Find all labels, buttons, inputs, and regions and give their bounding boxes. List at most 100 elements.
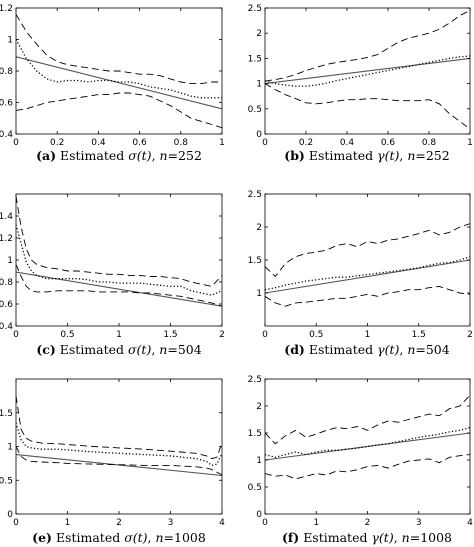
plot-frame <box>15 193 223 327</box>
plot-frame <box>264 7 471 135</box>
x-tick-label: 0.6 <box>381 138 396 148</box>
panel-a: 0 0.2 0.4 0.6 0.8 1 0.4 0.6 0.8 1 1.2 (a) Estimated… <box>0 4 225 163</box>
x-tick-label: 2 <box>467 330 473 340</box>
true-curve-line <box>16 271 222 307</box>
confidence-band-line <box>16 395 222 460</box>
y-tick-label: 0.5 <box>248 105 262 115</box>
caption-n: n <box>402 530 410 545</box>
caption-n: n <box>159 342 167 357</box>
caption-sample-size: =504 <box>167 342 201 357</box>
plot-frame <box>15 378 223 515</box>
caption-label: (e) <box>32 530 52 545</box>
y-tick-label: 2 <box>256 402 262 412</box>
x-tick-label: 0 <box>262 518 268 528</box>
caption-function: σ(t) <box>128 342 151 357</box>
x-tick-label: 2 <box>365 518 371 528</box>
y-tick-label: 2.5 <box>248 375 262 385</box>
caption-label: (b) <box>284 148 305 163</box>
caption-label: (f) <box>282 530 299 545</box>
caption-n: n <box>155 530 163 545</box>
caption-function: γ(t) <box>377 148 399 163</box>
estimate-curve-line <box>16 422 222 467</box>
caption-label: (c) <box>36 342 55 357</box>
y-tick-label: 0 <box>7 510 13 520</box>
caption-separator: , <box>399 148 407 163</box>
caption-sample-size: =504 <box>415 342 449 357</box>
caption-separator: , <box>152 148 160 163</box>
caption-separator: , <box>399 342 407 357</box>
y-tick-label: 1.4 <box>0 212 13 222</box>
caption-function: γ(t) <box>377 342 399 357</box>
caption-prefix: Estimated <box>60 148 128 163</box>
panel-b: 0 0.2 0.4 0.6 0.8 1 0 0.5 1 1.5 2 2.5 (b) Estimated … <box>248 4 473 163</box>
y-tick-label: 1 <box>256 289 262 299</box>
y-tick-label: 1.5 <box>248 256 262 266</box>
y-tick-label: 2.5 <box>248 190 262 200</box>
y-tick-label: 1 <box>256 80 262 90</box>
confidence-band-line <box>16 14 222 85</box>
series-group <box>265 394 470 480</box>
caption-n: n <box>407 148 415 163</box>
x-tick-label: 3 <box>416 518 422 528</box>
true-curve-line <box>265 259 470 294</box>
true-curve-line <box>16 56 222 110</box>
panel-caption: (d) Estimated γ(t), n=504 <box>284 342 449 357</box>
confidence-band-line <box>265 394 470 445</box>
y-tick-label: 1.5 <box>0 409 13 419</box>
x-tick-label: 1 <box>365 330 371 340</box>
y-tick-label: 1.2 <box>0 234 13 244</box>
panel-e: 0 1 2 3 4 0 0.5 1 1.5 (e) Estimated σ(t), n=1008 <box>0 378 225 545</box>
x-tick-label: 0.5 <box>60 330 74 340</box>
estimate-curve-line <box>16 39 222 99</box>
panel-caption: (c) Estimated σ(t), n=504 <box>36 342 201 357</box>
caption-function: γ(t) <box>371 530 393 545</box>
confidence-band-line <box>16 92 222 129</box>
x-tick-label: 4 <box>467 518 473 528</box>
x-tick-label: 0.8 <box>422 138 437 148</box>
panel-c: 0 0.5 1 1.5 2 0.4 0.6 0.8 1 1.2 1.4 (c) Estimated σ… <box>0 193 225 357</box>
y-tick-label: 0.8 <box>0 67 13 77</box>
y-tick-label: 1.5 <box>248 54 262 64</box>
y-tick-label: 0.8 <box>0 278 13 288</box>
y-tick-label: 0.6 <box>0 99 13 109</box>
series-group <box>16 14 222 129</box>
confidence-band-line <box>16 196 222 287</box>
x-tick-label: 0 <box>13 518 19 528</box>
caption-separator: , <box>394 530 402 545</box>
panel-f: 0 1 2 3 4 0 0.5 1 1.5 2 2.5 (f) Estimated γ(t), n=1… <box>248 375 473 545</box>
x-tick-label: 2 <box>219 330 225 340</box>
estimate-curve-line <box>265 426 470 458</box>
x-tick-label: 1 <box>65 518 71 528</box>
confidence-band-line <box>16 446 222 476</box>
y-tick-label: 1.5 <box>248 429 262 439</box>
y-tick-label: 0.4 <box>0 130 13 140</box>
caption-label: (d) <box>284 342 305 357</box>
caption-sample-size: =1008 <box>164 530 206 545</box>
caption-sample-size: =1008 <box>410 530 452 545</box>
x-tick-label: 0.8 <box>174 138 189 148</box>
y-tick-label: 1 <box>7 443 13 453</box>
x-tick-label: 0.2 <box>299 138 313 148</box>
x-tick-label: 1.5 <box>412 330 426 340</box>
x-tick-label: 0 <box>13 138 19 148</box>
y-tick-label: 1 <box>7 256 13 266</box>
x-tick-label: 0.6 <box>132 138 147 148</box>
y-tick-label: 2 <box>256 29 262 39</box>
caption-sample-size: =252 <box>168 148 202 163</box>
series-group <box>16 196 222 307</box>
caption-function: σ(t) <box>128 148 151 163</box>
estimate-curve-line <box>265 256 470 291</box>
x-tick-label: 0.5 <box>309 330 323 340</box>
caption-function: σ(t) <box>124 530 147 545</box>
x-tick-label: 2 <box>116 518 122 528</box>
confidence-band-line <box>265 10 470 82</box>
confidence-band-line <box>265 454 470 480</box>
estimate-curve-line <box>16 224 222 296</box>
panel-caption: (f) Estimated γ(t), n=1008 <box>282 530 452 545</box>
y-tick-label: 1 <box>7 36 13 46</box>
true-curve-line <box>265 57 470 85</box>
panel-caption: (b) Estimated γ(t), n=252 <box>284 148 449 163</box>
confidence-band-line <box>265 285 470 307</box>
caption-separator: , <box>151 342 159 357</box>
